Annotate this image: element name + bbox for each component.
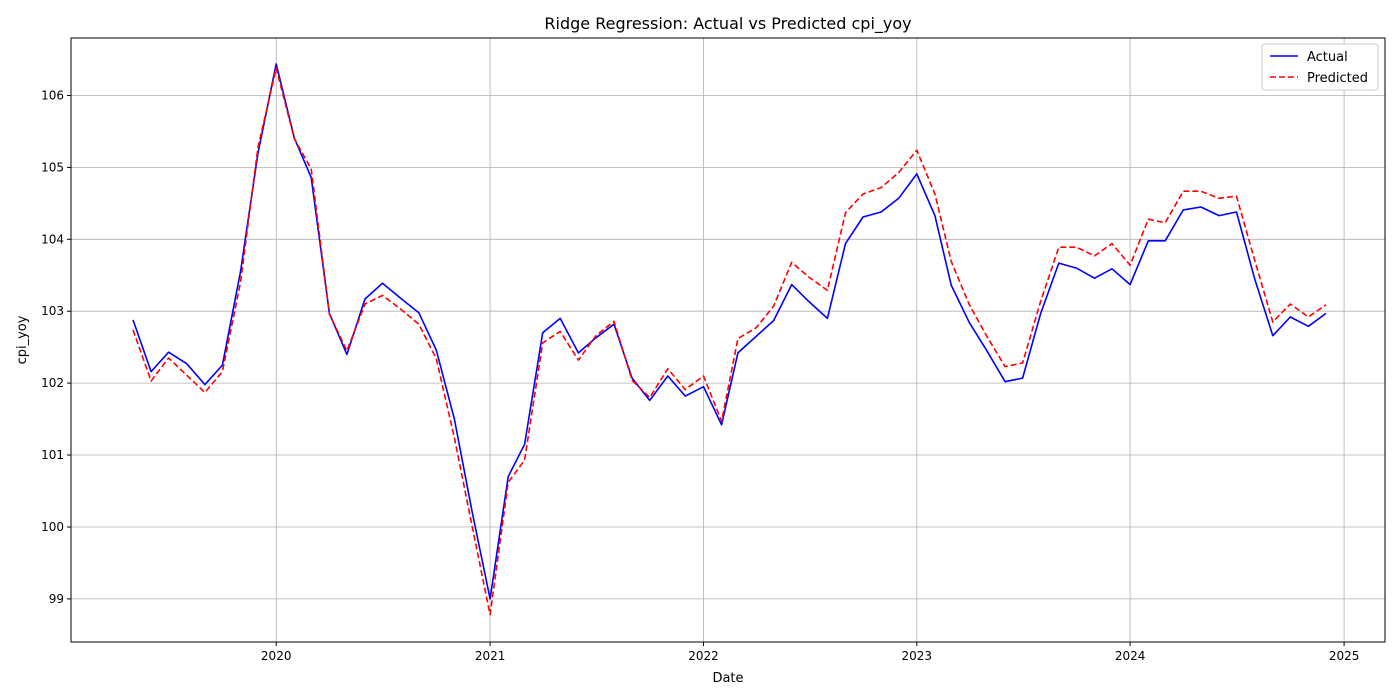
y-tick-label: 106 xyxy=(41,89,64,103)
plot-background xyxy=(71,38,1385,642)
y-tick-label: 105 xyxy=(41,160,64,174)
x-tick-label: 2020 xyxy=(261,649,292,663)
x-tick-label: 2022 xyxy=(688,649,719,663)
series-predicted-line xyxy=(132,67,1327,616)
y-tick-label: 99 xyxy=(49,592,64,606)
chart-title: Ridge Regression: Actual vs Predicted cp… xyxy=(544,14,911,34)
x-tick-label: 2024 xyxy=(1115,649,1146,663)
legend-actual-label: Actual xyxy=(1307,50,1348,65)
y-axis-label: cpi_yoy xyxy=(15,315,30,364)
x-tick-label: 2023 xyxy=(902,649,933,663)
plot-frame xyxy=(70,37,1386,643)
y-tick-label: 101 xyxy=(41,448,64,462)
x-tick-label: 2021 xyxy=(475,649,506,663)
y-tick-label: 103 xyxy=(41,304,64,318)
series-lines xyxy=(132,63,1327,616)
x-axis-label: Date xyxy=(712,671,743,686)
legend: Actual Predicted xyxy=(1261,43,1379,91)
axis-ticks: 2020 2021 2022 2023 2024 2025 99 100 101 102 103 10… xyxy=(41,89,1359,664)
y-tick-label: 102 xyxy=(41,376,64,390)
grid xyxy=(71,38,1385,642)
y-tick-label: 104 xyxy=(41,232,64,246)
y-tick-label: 100 xyxy=(41,520,64,534)
legend-predicted-label: Predicted xyxy=(1307,71,1368,86)
x-tick-label: 2025 xyxy=(1329,649,1360,663)
